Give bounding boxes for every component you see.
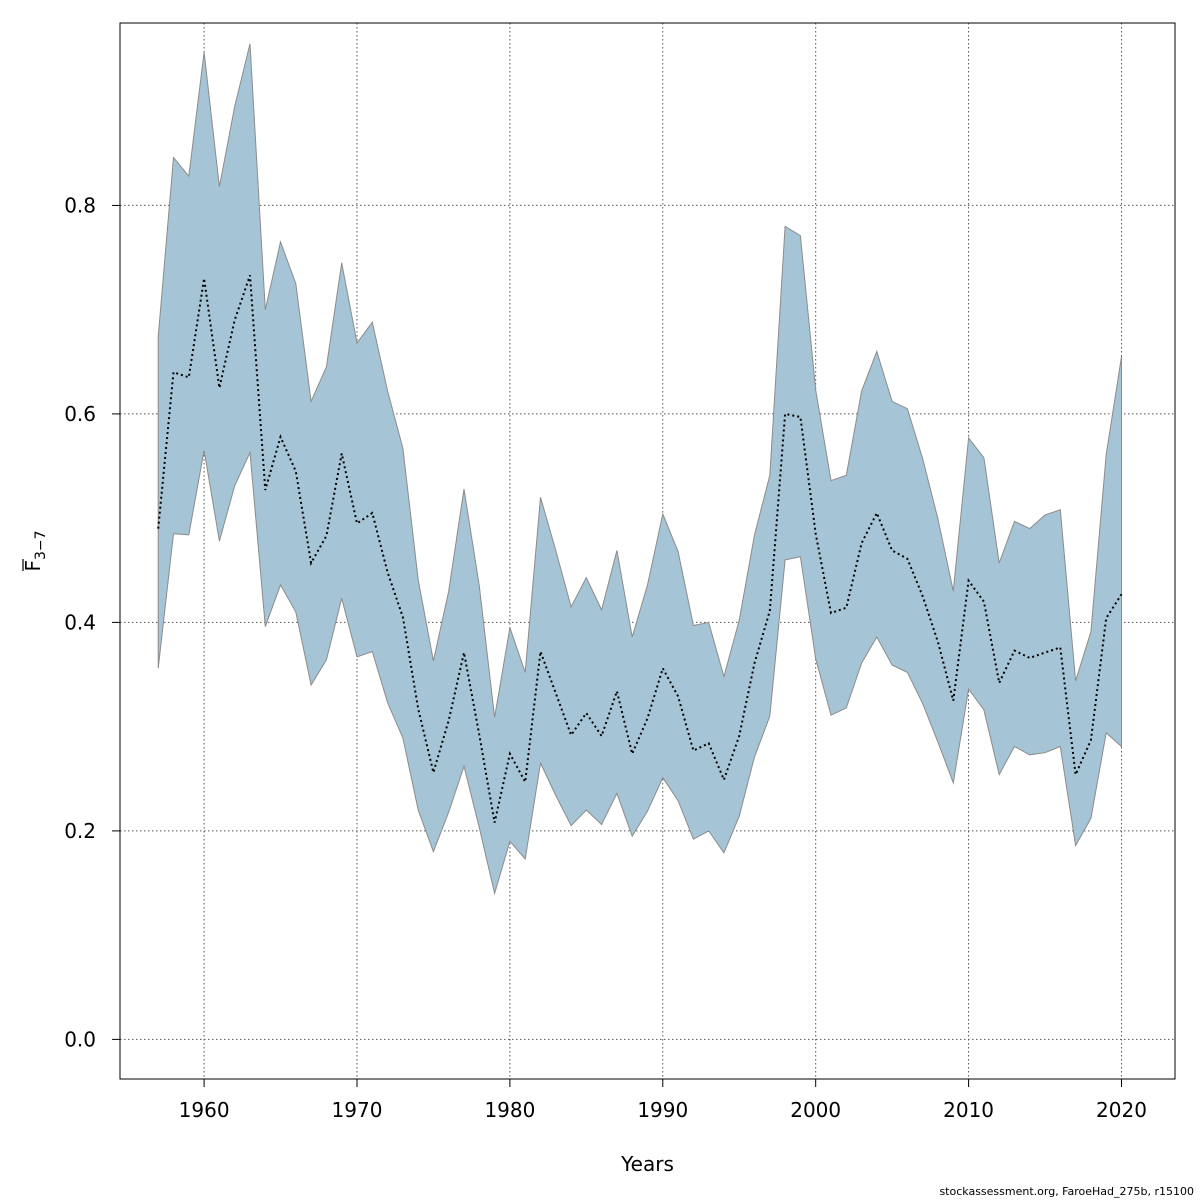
x-tick-label: 1990: [637, 1098, 688, 1122]
estimate-line-path: [157, 274, 1123, 823]
x-tick-label: 1970: [332, 1098, 383, 1122]
y-tick-label: 0.8: [64, 193, 96, 217]
footer-credit: stockassessment.org, FaroeHad_275b, r151…: [939, 1185, 1194, 1198]
y-tick-label: 0.2: [64, 819, 96, 843]
x-tick-label: 1980: [484, 1098, 535, 1122]
confidence-band-area: [157, 43, 1122, 896]
x-axis: 1960 1970 1980 1990 2000 2010 2020: [179, 1079, 1147, 1122]
y-axis-title-subscript: 3−7: [33, 530, 49, 560]
x-tick-label: 1960: [179, 1098, 230, 1122]
confidence-band: [157, 43, 1122, 896]
svg-text:F3−7: F3−7: [21, 530, 49, 571]
estimate-line: [157, 274, 1123, 823]
x-tick-label: 2020: [1096, 1098, 1147, 1122]
x-tick-label: 2000: [790, 1098, 841, 1122]
x-tick-label: 2010: [943, 1098, 994, 1122]
y-axis: 0.0 0.2 0.4 0.6 0.8: [64, 193, 120, 1051]
y-tick-label: 0.6: [64, 402, 96, 426]
y-tick-label: 0.4: [64, 610, 96, 634]
plot-frame: [119, 22, 1176, 1080]
x-axis-title: Years: [620, 1152, 674, 1176]
y-tick-label: 0.0: [64, 1027, 96, 1051]
y-axis-title-main: F: [21, 560, 45, 572]
y-axis-title: F3−7: [21, 530, 49, 571]
